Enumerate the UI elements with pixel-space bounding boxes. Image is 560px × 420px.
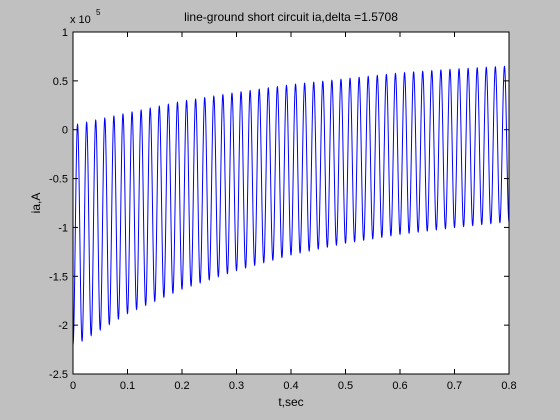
ticks-layer: 0 0.1 0.2 0.3 0.4 0.5 0.6 0.7 0.8 -2.5 -2 -1.5 -1 -0.… — [49, 27, 517, 392]
x-axis-label: t,sec — [278, 395, 303, 409]
y-tick-label: 1 — [62, 27, 68, 39]
x-tick-label: 0.6 — [392, 380, 407, 392]
y-tick-label: -2 — [58, 320, 68, 332]
plot-frame — [72, 31, 510, 375]
y-tick-label: 0.5 — [53, 76, 68, 88]
chart-title: line-ground short circuit ia,delta =1.57… — [184, 10, 398, 24]
y-tick-label: -1.5 — [49, 271, 68, 283]
y-tick-label: -2.5 — [49, 369, 68, 381]
x-tick-label: 0 — [70, 380, 76, 392]
y-tick-label: 0 — [62, 125, 68, 137]
y-exponent-base: x 10 — [70, 14, 91, 26]
x-tick-label: 0.4 — [283, 380, 298, 392]
series-line — [72, 65, 510, 345]
y-exponent-power: 5 — [96, 8, 101, 17]
x-tick-label: 0.3 — [229, 380, 244, 392]
x-tick-label: 0.8 — [501, 380, 516, 392]
y-tick-label: -0.5 — [49, 174, 68, 186]
x-tick-label: 0.7 — [447, 380, 462, 392]
series-layer — [72, 65, 510, 345]
x-tick-label: 0.5 — [338, 380, 353, 392]
x-tick-label: 0.2 — [174, 380, 189, 392]
y-tick-label: -1 — [58, 222, 68, 234]
y-axis-label: ia,A — [29, 193, 43, 214]
plot-area — [73, 32, 509, 374]
x-tick-label: 0.1 — [120, 380, 135, 392]
